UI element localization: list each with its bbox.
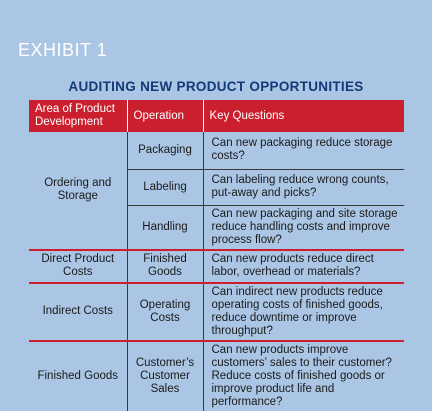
question-cell: Can new packaging and site storage reduc…	[203, 204, 404, 250]
exhibit-title: AUDITING NEW PRODUCT OPPORTUNITIES	[68, 79, 364, 94]
table-row: Labeling Can labeling reduce wrong count…	[29, 168, 404, 205]
table-row: Ordering and Storage Packaging Can new p…	[29, 132, 404, 250]
header-key-questions: Key Questions	[203, 100, 404, 132]
question-cell: Can new products improve customers’ sale…	[203, 339, 404, 411]
question-cell: Can new packaging reduce storage costs?	[211, 137, 393, 163]
table-row: Handling Can new packaging and site stor…	[29, 204, 404, 250]
area-cell: Indirect Costs	[29, 281, 128, 341]
table-row: Direct Product Costs Finished Goods Can …	[29, 248, 404, 283]
area-cell: Direct Product Costs	[29, 248, 128, 283]
area-cell: Ordering and Storage	[29, 132, 128, 250]
area-cell: Finished Goods	[29, 339, 128, 411]
header-operation: Operation	[127, 100, 204, 132]
operation-cell: Operating Costs	[127, 281, 204, 341]
question-cell: Can indirect new products reduce operati…	[203, 281, 404, 341]
table-header-row: Area of Product Development Operation Ke…	[29, 100, 404, 132]
question-cell: Can labeling reduce wrong counts, put-aw…	[203, 168, 404, 205]
question-cell: Can new products reduce direct labor, ov…	[203, 248, 404, 283]
table-row: Finished Goods Customer’s Customer Sales…	[29, 339, 404, 411]
header-area: Area of Product Development	[29, 100, 128, 132]
exhibit-label: EXHIBIT 1	[18, 40, 108, 60]
operation-cell: Handling	[127, 204, 204, 250]
operation-cell: Packaging	[127, 132, 204, 169]
table-row: Indirect Costs Operating Costs Can indir…	[29, 281, 404, 341]
opportunities-table: Area of Product Development Operation Ke…	[29, 100, 404, 411]
operation-cell: Finished Goods	[127, 248, 204, 283]
operation-cell: Customer’s Customer Sales	[127, 339, 204, 411]
operation-cell: Labeling	[127, 168, 204, 205]
